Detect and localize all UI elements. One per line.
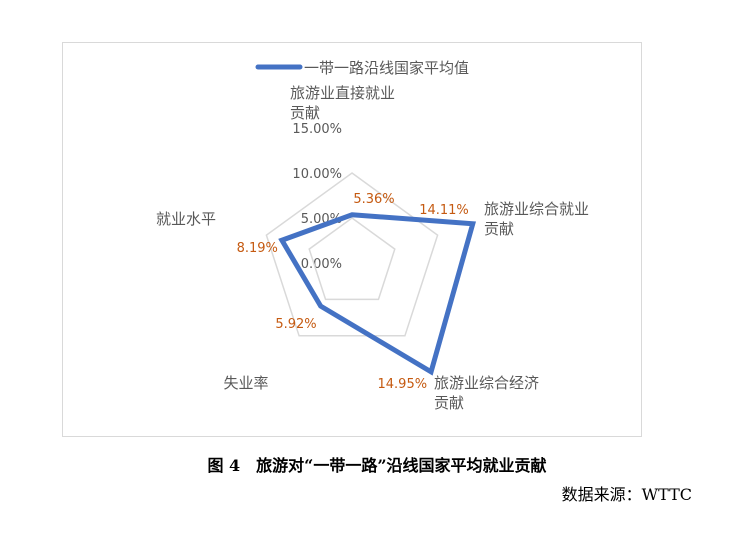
data-label: 14.11% [419,203,469,218]
category-label: 旅游业直接就业贡献 [290,84,395,122]
category-label: 旅游业综合就业贡献 [484,200,589,238]
grid-ring [265,172,439,337]
series-line [278,212,477,376]
category-label: 就业水平 [156,210,216,228]
tick-label: 15.00% [292,122,342,137]
data-label: 8.19% [237,241,278,256]
grid-ring [308,217,396,301]
data-label: 5.36% [353,192,394,207]
data-label: 14.95% [378,377,428,392]
category-label: 旅游业综合经济贡献 [434,374,539,412]
tick-label: 10.00% [292,167,342,182]
legend-label: 一带一路沿线国家平均值 [304,59,469,77]
data-source: 数据来源：WTTC [561,485,692,504]
tick-label: 0.00% [301,257,342,272]
category-label: 失业率 [223,374,268,392]
chart-frame [62,42,642,437]
figure-caption: 图 4 旅游对“一带一路”沿线国家平均就业贡献 [207,456,547,475]
data-label: 5.92% [275,317,316,332]
